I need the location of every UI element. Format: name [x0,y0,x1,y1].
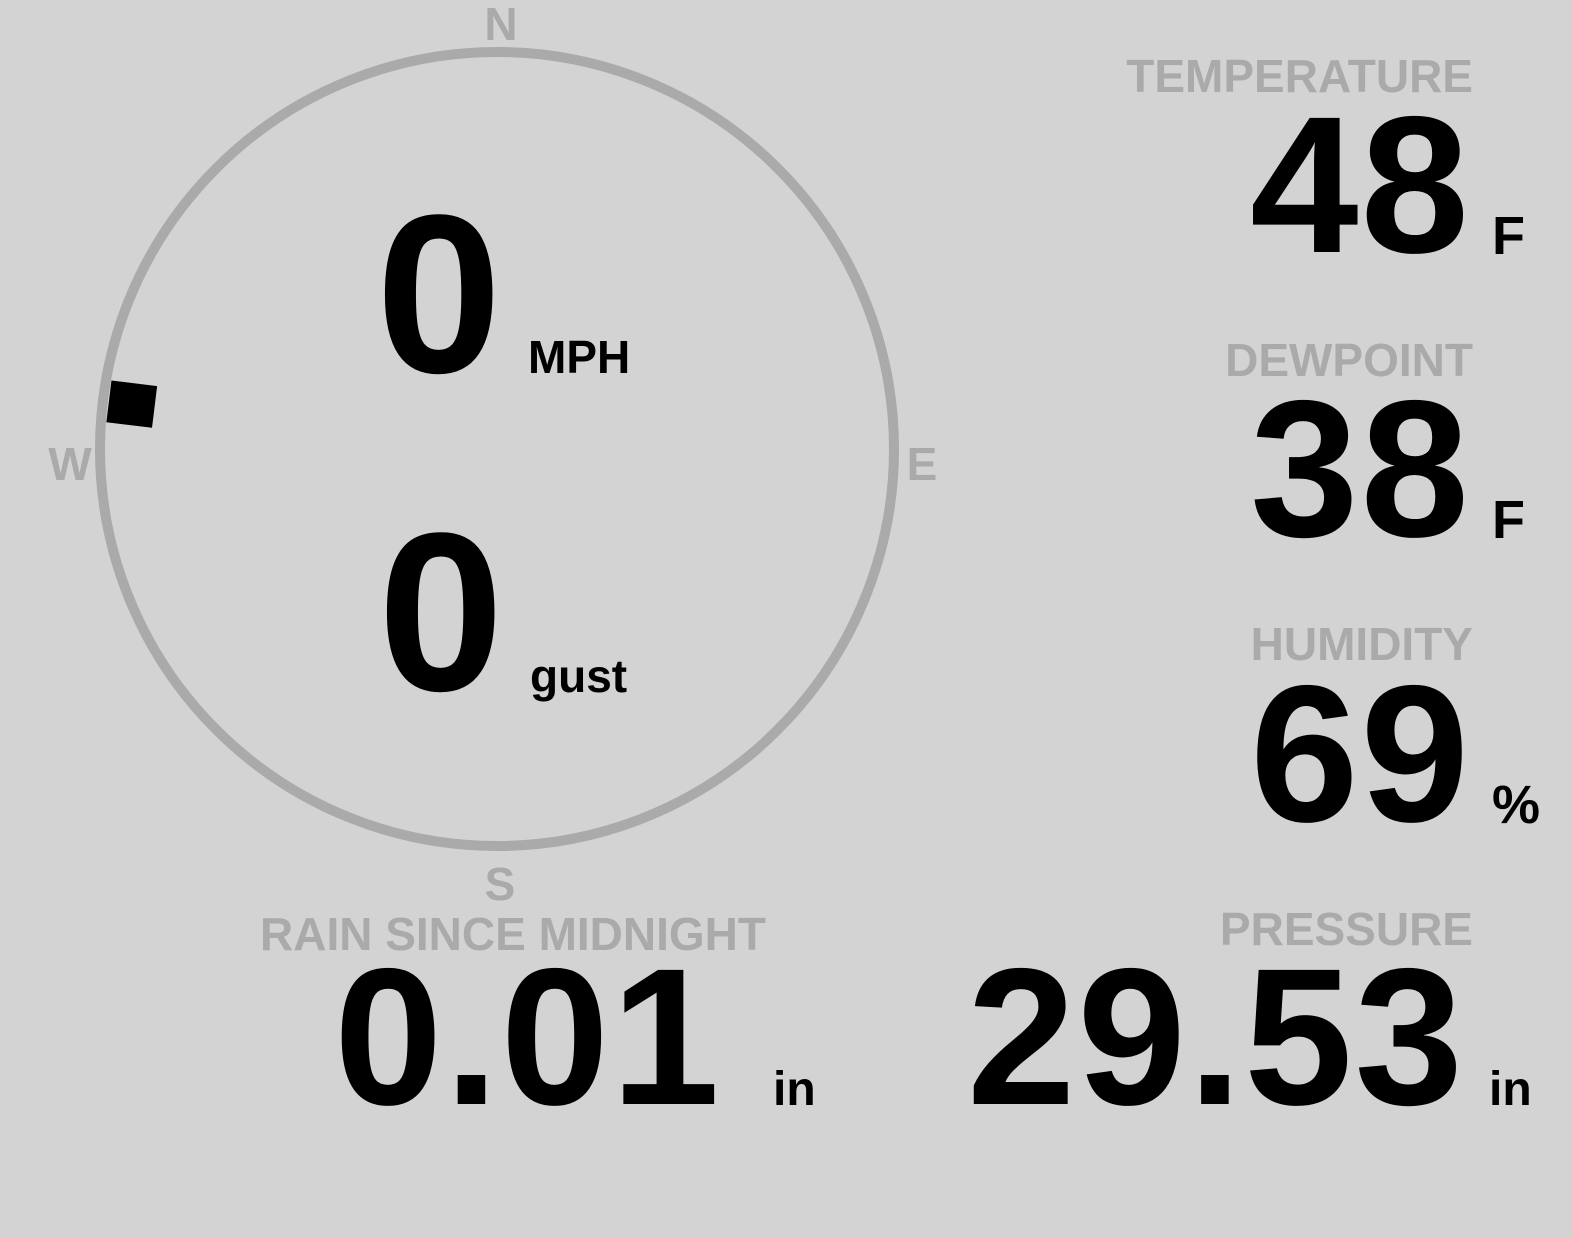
humidity-label: HUMIDITY [1250,618,1473,670]
dewpoint-label: DEWPOINT [1225,334,1473,386]
wind-speed-value: 0 [376,167,504,420]
temperature-label: TEMPERATURE [1126,50,1473,102]
rain-label: RAIN SINCE MIDNIGHT [260,908,766,960]
compass-west-label: W [48,438,92,490]
pressure-value: 29.53 [967,928,1465,1146]
temperature-value: 48 [1250,76,1471,294]
wind-gust-value: 0 [378,485,506,738]
pressure-label: PRESSURE [1219,903,1473,955]
wind-gust-unit: gust [530,650,628,702]
temperature-unit: F [1492,206,1525,266]
compass-east-label: E [906,438,938,490]
wind-direction-marker [106,380,158,428]
wind-speed-unit: MPH [528,331,631,383]
compass-north-label: N [484,0,518,50]
pressure-unit: in [1489,1063,1532,1116]
dewpoint-unit: F [1492,490,1525,550]
compass-south-label: S [484,858,516,910]
humidity-value: 69 [1250,645,1471,863]
humidity-unit: % [1492,775,1541,835]
dewpoint-value: 38 [1250,360,1471,578]
rain-unit: in [773,1063,816,1116]
compass-ring [95,47,899,851]
rain-value: 0.01 [334,928,722,1146]
